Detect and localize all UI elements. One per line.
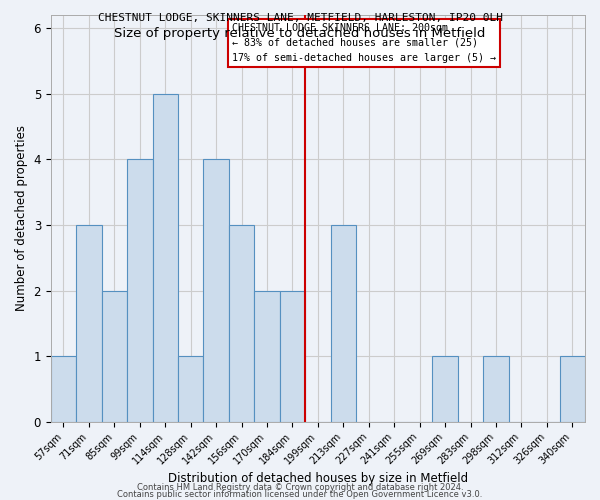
Bar [127,160,152,422]
Bar [331,225,356,422]
Bar [560,356,585,422]
Bar [51,356,76,422]
Text: Contains HM Land Registry data © Crown copyright and database right 2024.: Contains HM Land Registry data © Crown c… [137,484,463,492]
Y-axis label: Number of detached properties: Number of detached properties [15,126,28,312]
Bar [229,225,254,422]
Bar [433,356,458,422]
Bar [254,290,280,422]
Bar [280,290,305,422]
X-axis label: Distribution of detached houses by size in Metfield: Distribution of detached houses by size … [168,472,468,485]
Bar [178,356,203,422]
Text: CHESTNUT LODGE, SKINNERS LANE, METFIELD, HARLESTON, IP20 0LH: CHESTNUT LODGE, SKINNERS LANE, METFIELD,… [97,12,503,22]
Text: CHESTNUT LODGE SKINNERS LANE: 200sqm
← 83% of detached houses are smaller (25)
1: CHESTNUT LODGE SKINNERS LANE: 200sqm ← 8… [232,23,496,62]
Text: Size of property relative to detached houses in Metfield: Size of property relative to detached ho… [115,28,485,40]
Bar [76,225,101,422]
Bar [203,160,229,422]
Text: Contains public sector information licensed under the Open Government Licence v3: Contains public sector information licen… [118,490,482,499]
Bar [152,94,178,421]
Bar [483,356,509,422]
Bar [101,290,127,422]
